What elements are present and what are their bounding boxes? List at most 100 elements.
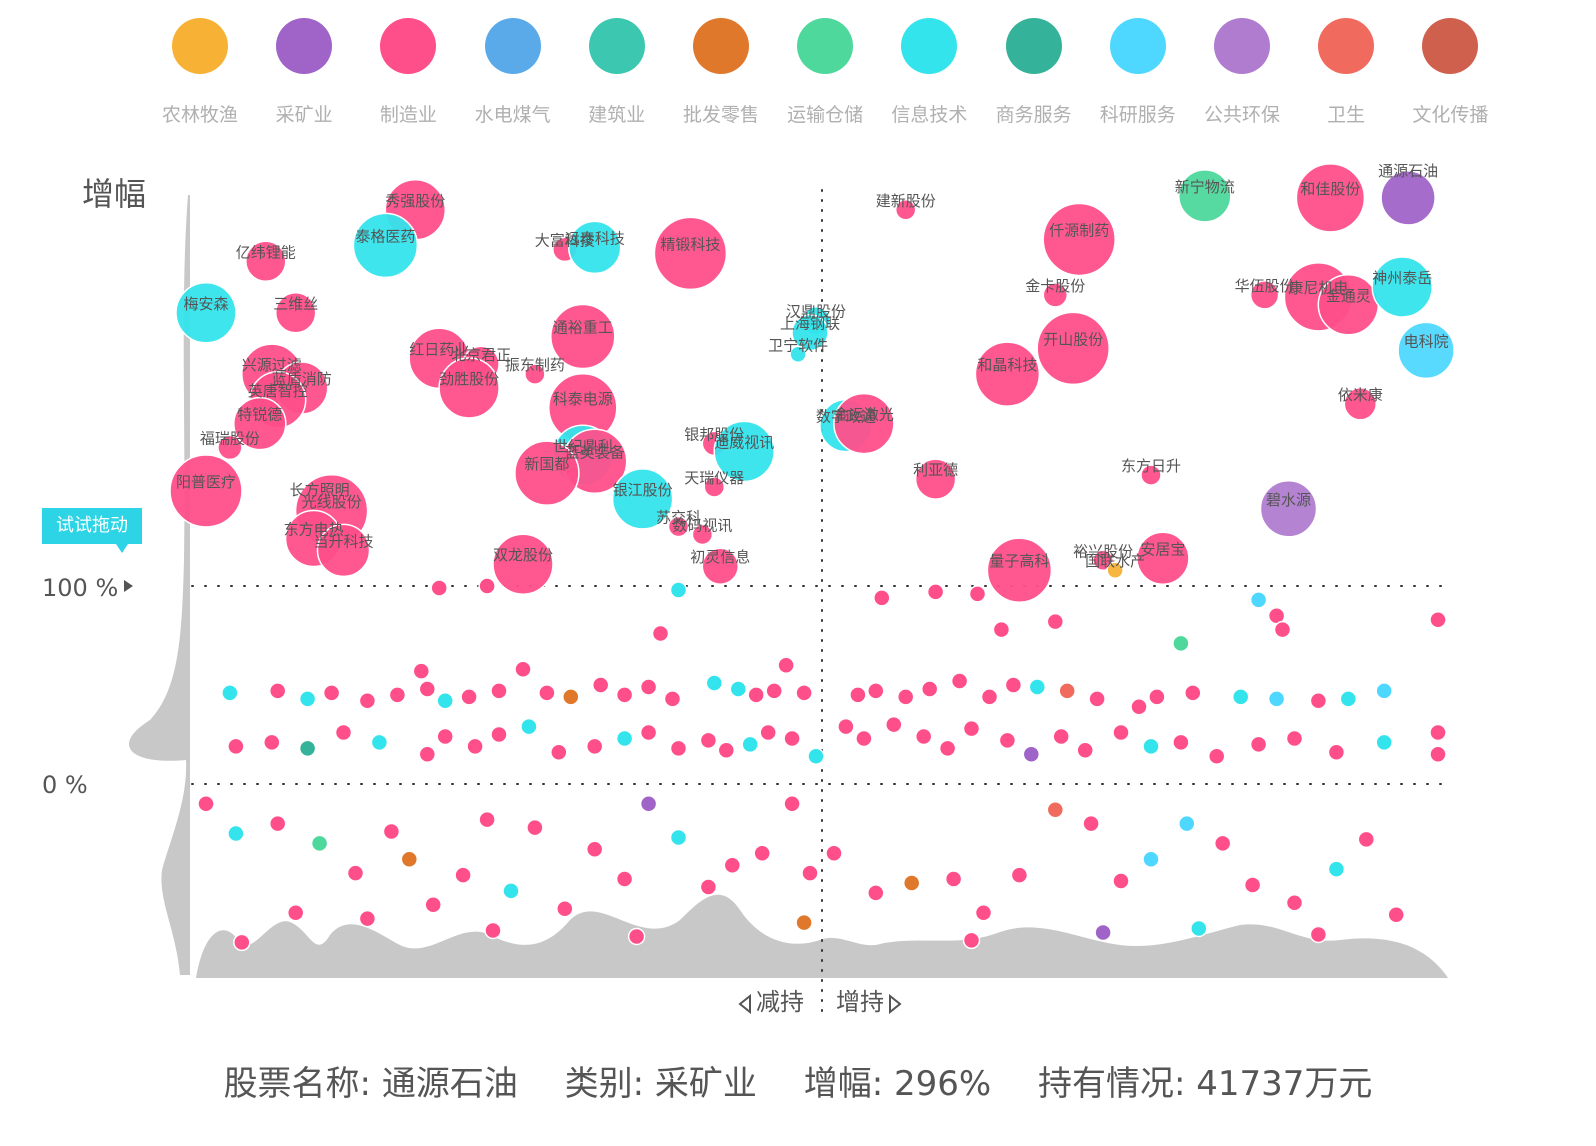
- stock-bubble[interactable]: [653, 216, 728, 291]
- data-point[interactable]: [1273, 620, 1292, 639]
- data-point[interactable]: [1429, 745, 1447, 764]
- stock-bubble[interactable]: [175, 282, 237, 344]
- stock-bubble[interactable]: [1249, 280, 1280, 310]
- stock-bubble[interactable]: [611, 468, 674, 530]
- data-point[interactable]: [1148, 688, 1166, 706]
- data-point[interactable]: [436, 727, 454, 746]
- data-point[interactable]: [765, 682, 783, 700]
- legend-item[interactable]: 农林牧渔: [150, 18, 250, 127]
- data-point[interactable]: [1052, 727, 1070, 746]
- data-point[interactable]: [526, 818, 544, 837]
- data-point[interactable]: [1046, 800, 1065, 819]
- drag-hint-handle[interactable]: 试试拖动: [42, 508, 142, 553]
- data-point[interactable]: [1327, 743, 1346, 762]
- stock-bubble[interactable]: [169, 454, 243, 528]
- data-point[interactable]: [1094, 923, 1112, 942]
- stock-bubble[interactable]: [1036, 311, 1110, 386]
- stock-bubble[interactable]: [514, 440, 580, 506]
- data-point[interactable]: [1327, 860, 1346, 878]
- stock-bubble[interactable]: [1140, 464, 1162, 486]
- stock-bubble[interactable]: [713, 420, 775, 483]
- data-point[interactable]: [837, 717, 855, 736]
- data-point[interactable]: [197, 795, 215, 813]
- data-point[interactable]: [1231, 688, 1250, 706]
- data-point[interactable]: [867, 884, 885, 902]
- data-point[interactable]: [926, 583, 945, 601]
- data-point[interactable]: [1088, 690, 1106, 708]
- stock-bubble[interactable]: [1106, 561, 1124, 579]
- stock-bubble[interactable]: [438, 357, 500, 419]
- data-point[interactable]: [1285, 894, 1304, 912]
- data-point[interactable]: [867, 682, 885, 700]
- stock-bubble[interactable]: [274, 292, 317, 334]
- data-point[interactable]: [914, 727, 933, 746]
- data-point[interactable]: [795, 913, 813, 932]
- data-point[interactable]: [1309, 925, 1328, 944]
- stock-bubble[interactable]: [986, 537, 1053, 603]
- data-point[interactable]: [974, 903, 993, 922]
- data-point[interactable]: [777, 656, 795, 674]
- data-point[interactable]: [669, 828, 688, 847]
- stock-bubble[interactable]: [691, 523, 714, 546]
- data-point[interactable]: [400, 850, 419, 868]
- data-point[interactable]: [873, 589, 891, 607]
- data-point[interactable]: [651, 624, 670, 643]
- legend-item[interactable]: 制造业: [358, 18, 458, 127]
- data-point[interactable]: [268, 682, 287, 700]
- data-point[interactable]: [562, 688, 580, 706]
- data-point[interactable]: [454, 866, 472, 884]
- data-point[interactable]: [412, 662, 431, 680]
- data-point[interactable]: [998, 731, 1017, 750]
- data-point[interactable]: [1142, 850, 1160, 868]
- data-point[interactable]: [550, 743, 568, 762]
- data-point[interactable]: [962, 719, 981, 738]
- data-point[interactable]: [1130, 698, 1148, 716]
- data-point[interactable]: [639, 723, 658, 742]
- data-point[interactable]: [1010, 866, 1029, 884]
- stock-bubble[interactable]: [914, 458, 957, 500]
- data-point[interactable]: [639, 678, 658, 696]
- stock-bubble[interactable]: [245, 240, 287, 283]
- stock-bubble[interactable]: [352, 212, 419, 279]
- data-point[interactable]: [699, 731, 718, 750]
- stock-bubble[interactable]: [701, 547, 740, 585]
- data-point[interactable]: [1172, 733, 1190, 752]
- data-point[interactable]: [591, 676, 610, 694]
- stock-bubble[interactable]: [789, 345, 807, 364]
- data-point[interactable]: [902, 874, 921, 892]
- data-point[interactable]: [783, 795, 801, 813]
- legend-item[interactable]: 运输仓储: [775, 18, 875, 127]
- data-point[interactable]: [585, 737, 604, 756]
- data-point[interactable]: [1076, 741, 1094, 760]
- data-point[interactable]: [1267, 690, 1286, 708]
- data-point[interactable]: [968, 585, 987, 603]
- data-point[interactable]: [1112, 872, 1130, 890]
- legend-item[interactable]: 建筑业: [567, 18, 667, 127]
- data-point[interactable]: [298, 690, 317, 708]
- data-point[interactable]: [424, 896, 442, 914]
- legend-item[interactable]: 批发零售: [671, 18, 771, 127]
- data-point[interactable]: [663, 690, 682, 708]
- data-point[interactable]: [418, 680, 437, 698]
- data-point[interactable]: [358, 692, 377, 710]
- legend-item[interactable]: 采矿业: [254, 18, 354, 127]
- stock-bubble[interactable]: [974, 341, 1041, 407]
- stock-bubble[interactable]: [791, 313, 829, 352]
- legend-item[interactable]: 科研服务: [1088, 18, 1188, 127]
- data-point[interactable]: [233, 933, 251, 952]
- legend-item[interactable]: 水电煤气: [463, 18, 563, 127]
- stock-bubble[interactable]: [667, 515, 690, 538]
- data-point[interactable]: [1172, 634, 1190, 653]
- data-point[interactable]: [801, 864, 819, 882]
- data-point[interactable]: [669, 581, 688, 599]
- data-point[interactable]: [460, 688, 478, 706]
- data-point[interactable]: [938, 739, 957, 758]
- data-point[interactable]: [1375, 733, 1393, 752]
- data-point[interactable]: [1004, 676, 1023, 694]
- data-point[interactable]: [795, 684, 813, 702]
- data-point[interactable]: [1429, 723, 1447, 742]
- data-point[interactable]: [227, 737, 245, 756]
- data-point[interactable]: [962, 931, 981, 950]
- data-point[interactable]: [490, 725, 508, 744]
- data-point[interactable]: [1022, 745, 1041, 764]
